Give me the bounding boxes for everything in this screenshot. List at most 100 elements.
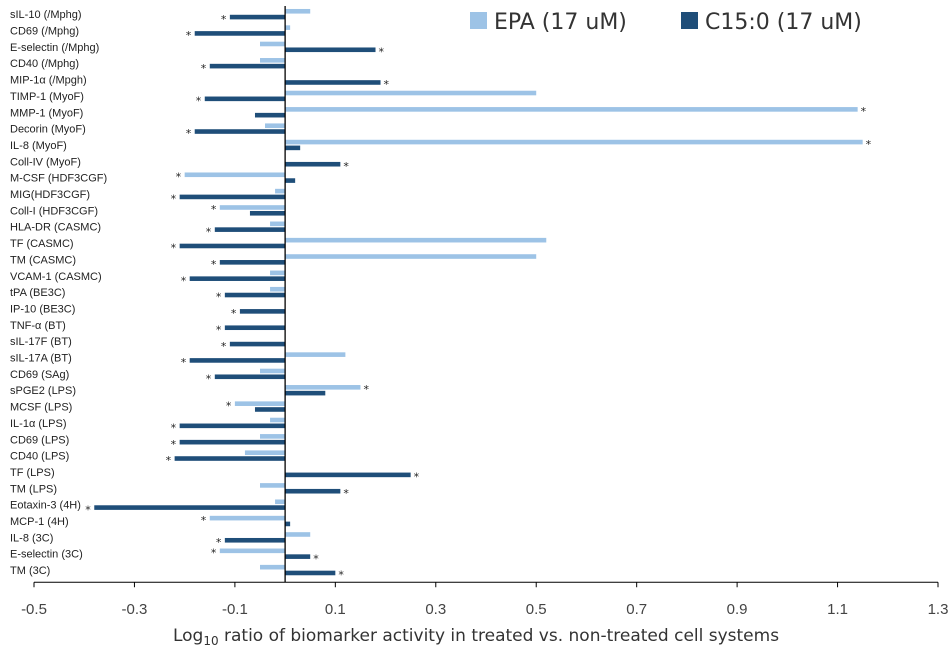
c15-bar [194, 129, 286, 134]
category-label: HLA-DR (CASMC) [10, 222, 101, 234]
significance-star: * [166, 454, 172, 467]
c15-bar [285, 161, 341, 167]
x-tick-label: -0.1 [222, 601, 248, 618]
epa-bar [260, 483, 286, 488]
c15-bar [285, 521, 291, 527]
epa-bar [260, 41, 286, 47]
c15-bar [285, 145, 301, 151]
epa-bar [270, 221, 286, 227]
epa-bar [270, 270, 286, 276]
category-label: M-CSF (HDF3CGF) [10, 173, 107, 185]
legend-epa-swatch [470, 12, 487, 29]
category-label: TF (LPS) [10, 467, 55, 479]
significance-star: * [216, 536, 222, 549]
epa-bar [270, 286, 286, 292]
legend-c15-label: C15:0 (17 uM) [705, 10, 862, 35]
c15-bar [204, 96, 286, 102]
category-label: CD40 (LPS) [10, 451, 69, 463]
x-tick-label: 0.5 [526, 601, 547, 618]
category-label: MIG(HDF3CGF) [10, 189, 90, 201]
epa-bar [234, 401, 286, 406]
c15-bar [239, 309, 286, 314]
significance-star: * [206, 372, 212, 385]
significance-star: * [221, 13, 227, 26]
c15-bar [189, 358, 286, 363]
epa-bar [184, 172, 286, 178]
x-tick-label: 1.3 [928, 601, 949, 618]
category-label: IL-1α (LPS) [10, 418, 67, 430]
significance-star: * [338, 569, 344, 582]
x-tick-label: 0.9 [727, 601, 748, 618]
c15-bar [285, 488, 341, 494]
c15-bar [179, 439, 286, 445]
c15-bar [285, 570, 336, 576]
significance-star: * [211, 258, 217, 271]
category-label: TF (CASMC) [10, 238, 74, 250]
epa-bar [244, 450, 286, 456]
category-label: CD40 (/Mphg) [10, 58, 79, 70]
c15-bar [285, 178, 296, 183]
significance-star: * [206, 225, 212, 238]
significance-star: * [216, 291, 222, 304]
legend: EPA (17 uM) C15:0 (17 uM) [470, 10, 862, 35]
category-labels: sIL-10 (/Mphg) CD69 (/Mphg) E-selectin (/M… [10, 9, 107, 577]
significance-star: * [363, 383, 369, 396]
significance-star: * [181, 274, 187, 287]
c15-bar [285, 390, 326, 396]
epa-bar [285, 254, 537, 259]
x-tick-label: -0.5 [21, 601, 47, 618]
significance-star: * [221, 340, 227, 353]
x-tick-label: 1.1 [827, 601, 848, 618]
category-label: TM (LPS) [10, 483, 57, 495]
significance-star: * [216, 323, 222, 336]
category-label: sPGE2 (LPS) [10, 385, 76, 397]
significance-star: * [414, 471, 420, 484]
axis-layer [34, 6, 938, 583]
epa-bar [209, 515, 286, 521]
epa-bar [270, 417, 286, 423]
significance-star: * [201, 62, 207, 75]
c15-bar [179, 243, 286, 249]
x-tick-labels: -0.5 -0.3 -0.1 0.1 0.3 0.5 0.7 0.9 1.1 1.3 [21, 582, 948, 618]
epa-bar [285, 352, 346, 357]
category-label: IL-8 (3C) [10, 532, 53, 544]
epa-bar [275, 499, 286, 505]
c15-bar [179, 423, 286, 429]
significance-star: * [313, 552, 319, 565]
significance-star: * [176, 170, 182, 183]
epa-bar [285, 25, 291, 30]
significance-star: * [186, 127, 192, 140]
significance-star: * [211, 203, 217, 216]
epa-bar [260, 564, 286, 570]
category-label: E-selectin (/Mphg) [10, 42, 99, 54]
x-tick-label: 0.7 [626, 601, 647, 618]
significance-star: * [343, 487, 349, 500]
c15-bar [285, 472, 411, 478]
bars-layer: * * * * * * * * * * * * * * * * * * * * * * * * * * * * * * * * * * * * [85, 8, 872, 582]
x-axis-title: Log10 ratio of biomarker activity in tre… [173, 626, 779, 648]
category-label: CD69 (SAg) [10, 369, 69, 381]
c15-bar [189, 276, 286, 281]
epa-bar [219, 548, 286, 554]
legend-epa-label: EPA (17 uM) [494, 10, 627, 35]
x-tick-label: 0.3 [425, 601, 446, 618]
category-label: sIL-17A (BT) [10, 353, 72, 365]
category-label: TM (3C) [10, 565, 50, 577]
significance-star: * [181, 356, 187, 369]
significance-star: * [384, 78, 390, 91]
significance-star: * [231, 307, 237, 320]
c15-bar [224, 537, 286, 543]
epa-bar [260, 368, 286, 374]
category-label: MCSF (LPS) [10, 402, 72, 414]
significance-star: * [861, 105, 867, 118]
epa-bar [219, 205, 286, 210]
category-label: CD69 (/Mphg) [10, 26, 79, 38]
category-label: IP-10 (BE3C) [10, 303, 75, 315]
c15-bar [229, 14, 286, 20]
category-label: sIL-17F (BT) [10, 336, 72, 348]
c15-bar [285, 554, 311, 559]
c15-bar [174, 456, 286, 461]
c15-bar [179, 194, 286, 200]
significance-star: * [343, 160, 349, 173]
